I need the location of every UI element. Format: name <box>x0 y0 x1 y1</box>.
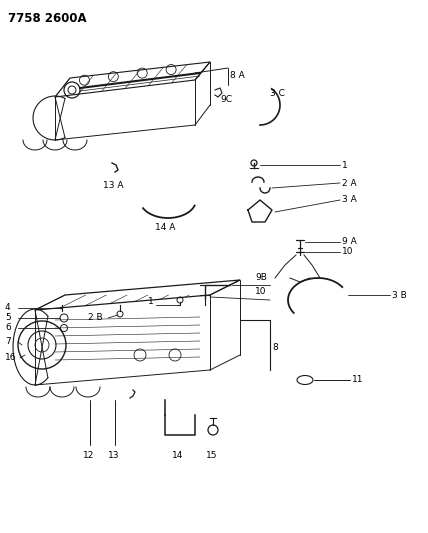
Text: 11: 11 <box>352 376 363 384</box>
Text: 3 B: 3 B <box>392 290 407 300</box>
Text: 3 A: 3 A <box>342 196 357 205</box>
Text: 5: 5 <box>5 313 11 322</box>
Text: 16: 16 <box>5 353 17 362</box>
Text: 13 A: 13 A <box>103 181 124 190</box>
Text: 1: 1 <box>342 160 348 169</box>
Text: 8 A: 8 A <box>230 70 245 79</box>
Text: 14 A: 14 A <box>155 222 175 231</box>
Text: 2 B: 2 B <box>88 313 103 322</box>
Text: 10: 10 <box>255 287 267 296</box>
Text: 4: 4 <box>5 303 11 312</box>
Text: 2 A: 2 A <box>342 179 357 188</box>
Text: 13: 13 <box>108 450 119 459</box>
Text: 9C: 9C <box>220 94 232 103</box>
Text: 1: 1 <box>148 297 154 306</box>
Text: 7758 2600A: 7758 2600A <box>8 12 86 25</box>
Text: 8: 8 <box>272 343 278 352</box>
Text: 9B: 9B <box>255 273 267 282</box>
Text: 10: 10 <box>342 247 354 256</box>
Text: 9 A: 9 A <box>342 238 357 246</box>
Text: 15: 15 <box>206 450 217 459</box>
Text: 3 C: 3 C <box>270 88 285 98</box>
Text: 7: 7 <box>5 337 11 346</box>
Text: 6: 6 <box>5 324 11 333</box>
Text: 14: 14 <box>172 450 183 459</box>
Text: 12: 12 <box>83 450 95 459</box>
